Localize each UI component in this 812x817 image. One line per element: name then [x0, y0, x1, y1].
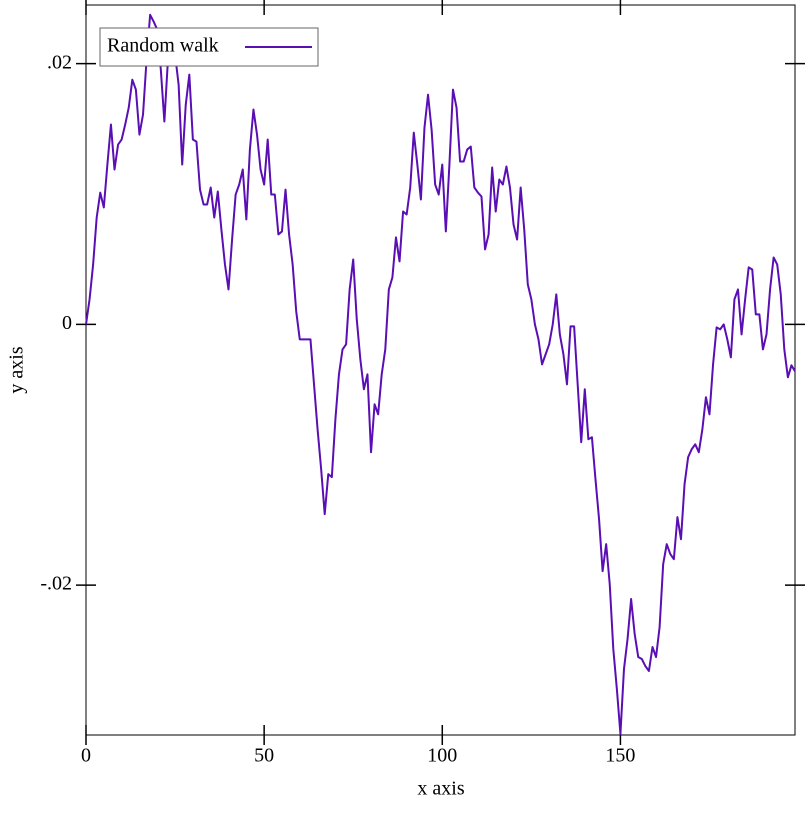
- legend-label: Random walk: [107, 35, 219, 57]
- y-tick-label: -.02: [40, 573, 72, 595]
- x-tick-label: 150: [605, 745, 635, 767]
- y-axis-title: y axis: [6, 346, 28, 393]
- y-tick-label: 0: [62, 312, 72, 334]
- x-tick-label: 100: [427, 745, 457, 767]
- x-axis-title: x axis: [417, 778, 464, 800]
- x-tick-label: 50: [254, 745, 274, 767]
- y-tick-label: .02: [47, 51, 72, 73]
- series-line: [85, 13, 796, 735]
- x-tick-label: 0: [81, 745, 91, 767]
